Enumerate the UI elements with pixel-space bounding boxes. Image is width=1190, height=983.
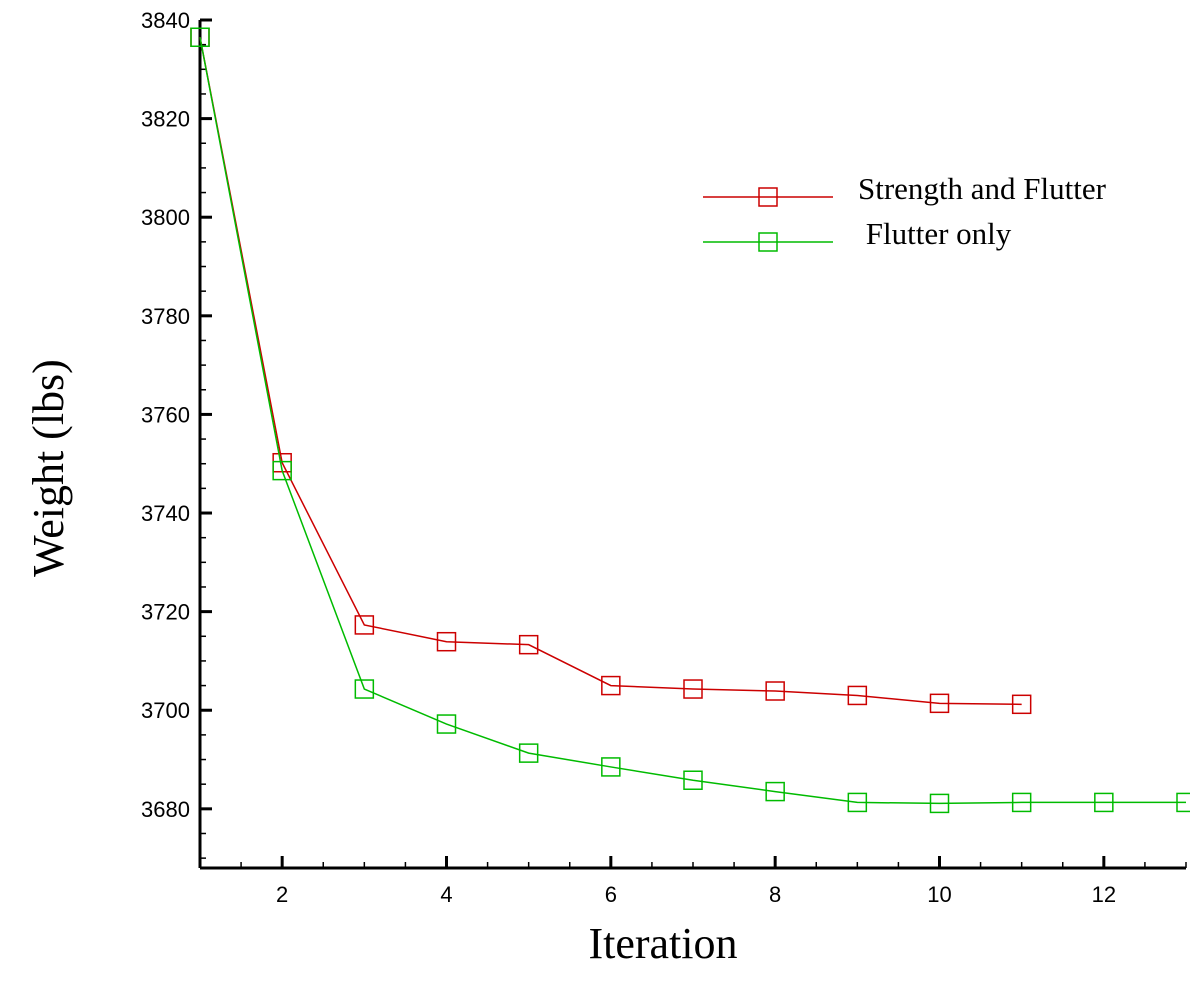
data-point-marker [354, 615, 375, 635]
x-tick-label: 12 [1092, 882, 1116, 907]
series-1 [190, 27, 1032, 715]
data-point-marker [1094, 792, 1114, 813]
x-tick-label: 4 [440, 882, 452, 907]
data-point-marker [601, 757, 621, 777]
legend-label: Strength and Flutter [858, 171, 1107, 206]
series-2 [190, 27, 1190, 814]
legend-marker [758, 232, 778, 252]
data-point-marker [765, 781, 785, 802]
series-line [199, 37, 1186, 805]
y-axis-title: Weight (lbs) [24, 359, 73, 577]
plot-marks [190, 27, 1190, 814]
axes: 3680 3700 3720 3740 3760 3780 3800 3820 3840 2 4 6 8… [141, 8, 1187, 907]
data-point-marker [765, 681, 785, 701]
data-point-marker [518, 634, 539, 655]
data-point-marker [436, 714, 457, 734]
data-point-marker [847, 792, 868, 813]
data-point-marker [683, 679, 703, 699]
y-tick-label: 3800 [141, 205, 190, 230]
data-point-marker [601, 675, 621, 696]
data-point-marker [1011, 792, 1032, 813]
y-tick-label: 3760 [141, 402, 190, 427]
series-line [199, 37, 1022, 706]
data-point-marker [1011, 694, 1032, 715]
legend: Strength and Flutter Flutter only [703, 171, 1107, 252]
legend-marker [758, 187, 778, 207]
x-axis-title: Iteration [588, 919, 737, 968]
y-tick-label: 3700 [141, 698, 190, 723]
data-point-marker [847, 685, 868, 706]
data-point-marker [683, 770, 703, 790]
y-tick-label: 3780 [141, 304, 190, 329]
data-point-marker [354, 679, 375, 699]
legend-entry: Flutter only [703, 216, 1012, 252]
x-tick-label: 8 [769, 882, 781, 907]
legend-entry: Strength and Flutter [703, 171, 1107, 207]
data-point-marker [518, 743, 539, 763]
x-tick-label: 2 [276, 882, 288, 907]
data-point-marker [272, 460, 292, 481]
data-point-marker [1176, 792, 1190, 813]
y-tick-label: 3840 [141, 8, 190, 33]
data-point-marker [436, 631, 457, 652]
y-tick-label: 3740 [141, 501, 190, 526]
data-point-marker [929, 693, 950, 714]
data-point-marker [190, 27, 210, 48]
legend-label: Flutter only [858, 216, 1012, 251]
x-tick-label: 6 [605, 882, 617, 907]
data-point-marker [929, 793, 950, 814]
y-tick-label: 3820 [141, 107, 190, 132]
x-tick-label: 10 [927, 882, 951, 907]
y-tick-label: 3720 [141, 600, 190, 625]
y-tick-label: 3680 [141, 797, 190, 822]
